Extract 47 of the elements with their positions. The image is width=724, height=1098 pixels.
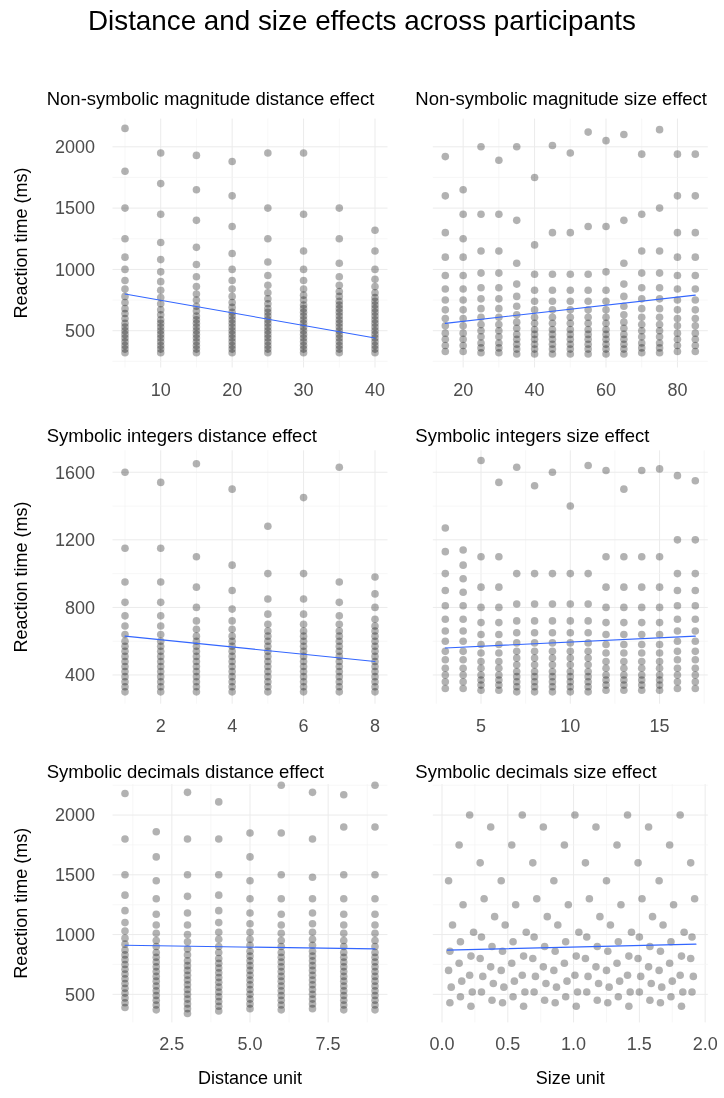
chart-title: Non-symbolic magnitude distance effect bbox=[46, 88, 375, 109]
x-tick-label: 8 bbox=[369, 715, 381, 736]
x-tick-label: 5 bbox=[476, 715, 487, 736]
y-tick-label: 2000 bbox=[54, 137, 95, 158]
y-tick-label: 1000 bbox=[54, 924, 95, 945]
y-axis-title: Reaction time (ms) bbox=[10, 167, 31, 319]
y-tick-label: 1500 bbox=[54, 865, 95, 886]
x-tick-label: 1.5 bbox=[626, 1034, 652, 1055]
x-tick-label: 2.5 bbox=[159, 1034, 185, 1055]
x-tick-label: 10 bbox=[560, 715, 581, 736]
x-tick-label: 5.0 bbox=[237, 1034, 263, 1055]
x-tick-label: 7.5 bbox=[315, 1034, 341, 1055]
x-tick-label: 4 bbox=[227, 715, 238, 736]
x-tick-label: 20 bbox=[453, 379, 474, 400]
x-tick-label: 2 bbox=[155, 715, 166, 736]
x-tick-label: 0.5 bbox=[495, 1034, 521, 1055]
x-tick-label: 10 bbox=[150, 379, 171, 400]
x-tick-label: 40 bbox=[364, 379, 386, 400]
y-tick-label: 800 bbox=[64, 597, 95, 618]
x-tick-label: 80 bbox=[667, 379, 688, 400]
y-tick-label: 500 bbox=[64, 321, 95, 342]
y-axis-title: Reaction time (ms) bbox=[10, 827, 31, 979]
y-tick-label: 2000 bbox=[54, 805, 95, 826]
y-tick-label: 1200 bbox=[54, 530, 95, 551]
x-axis-title: Distance unit bbox=[197, 1068, 303, 1088]
x-tick-label: 2.0 bbox=[692, 1034, 718, 1055]
x-tick-label: 0.0 bbox=[429, 1034, 455, 1055]
text: Distance and size effects across participants bbox=[88, 5, 636, 36]
chart-title: Symbolic integers size effect bbox=[415, 424, 650, 446]
x-tick-label: 1.0 bbox=[561, 1034, 587, 1055]
x-tick-label: 6 bbox=[298, 715, 309, 736]
x-tick-label: 15 bbox=[649, 715, 670, 736]
x-tick-label: 40 bbox=[524, 379, 545, 400]
y-tick-label: 500 bbox=[64, 984, 95, 1005]
x-tick-label: 60 bbox=[596, 379, 617, 400]
chart-title: Symbolic integers distance effect bbox=[46, 424, 317, 446]
x-axis-title: Size unit bbox=[535, 1068, 605, 1088]
y-tick-label: 1000 bbox=[54, 259, 95, 280]
chart-title: Non-symbolic magnitude size effect bbox=[415, 88, 707, 109]
y-tick-label: 1500 bbox=[54, 198, 95, 219]
chart-title: Symbolic decimals distance effect bbox=[46, 760, 324, 782]
chart-title: Symbolic decimals size effect bbox=[415, 760, 657, 782]
y-axis-title: Reaction time (ms) bbox=[10, 501, 31, 653]
y-tick-label: 1600 bbox=[54, 462, 95, 483]
x-tick-label: 30 bbox=[293, 379, 314, 400]
y-tick-label: 400 bbox=[64, 665, 95, 686]
x-tick-label: 20 bbox=[222, 379, 243, 400]
